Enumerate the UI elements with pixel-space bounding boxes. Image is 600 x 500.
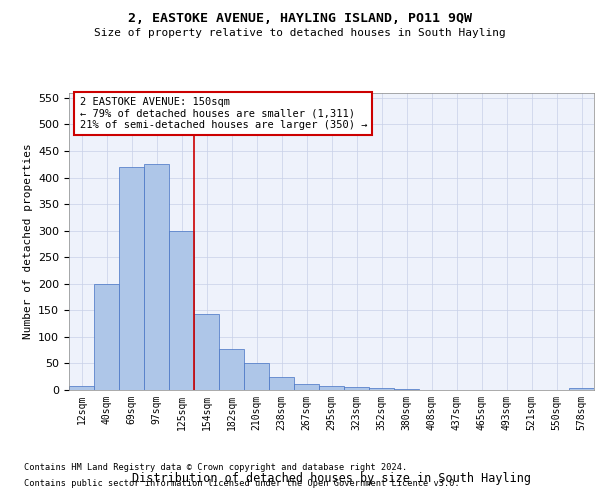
Bar [119, 167, 144, 390]
Y-axis label: Number of detached properties: Number of detached properties [23, 144, 32, 339]
Bar [169, 230, 194, 390]
Bar [319, 386, 344, 390]
Bar [569, 388, 594, 390]
Text: 2, EASTOKE AVENUE, HAYLING ISLAND, PO11 9QW: 2, EASTOKE AVENUE, HAYLING ISLAND, PO11 … [128, 12, 472, 26]
Bar [94, 284, 119, 390]
Text: 2 EASTOKE AVENUE: 150sqm
← 79% of detached houses are smaller (1,311)
21% of sem: 2 EASTOKE AVENUE: 150sqm ← 79% of detach… [79, 97, 367, 130]
Bar [244, 364, 269, 390]
Bar [369, 388, 394, 390]
X-axis label: Distribution of detached houses by size in South Hayling: Distribution of detached houses by size … [132, 472, 531, 485]
Bar [194, 314, 219, 390]
Text: Contains public sector information licensed under the Open Government Licence v3: Contains public sector information licen… [24, 478, 460, 488]
Text: Contains HM Land Registry data © Crown copyright and database right 2024.: Contains HM Land Registry data © Crown c… [24, 464, 407, 472]
Bar [344, 387, 369, 390]
Text: Size of property relative to detached houses in South Hayling: Size of property relative to detached ho… [94, 28, 506, 38]
Bar [219, 348, 244, 390]
Bar [144, 164, 169, 390]
Bar [69, 386, 94, 390]
Bar [294, 384, 319, 390]
Bar [269, 377, 294, 390]
